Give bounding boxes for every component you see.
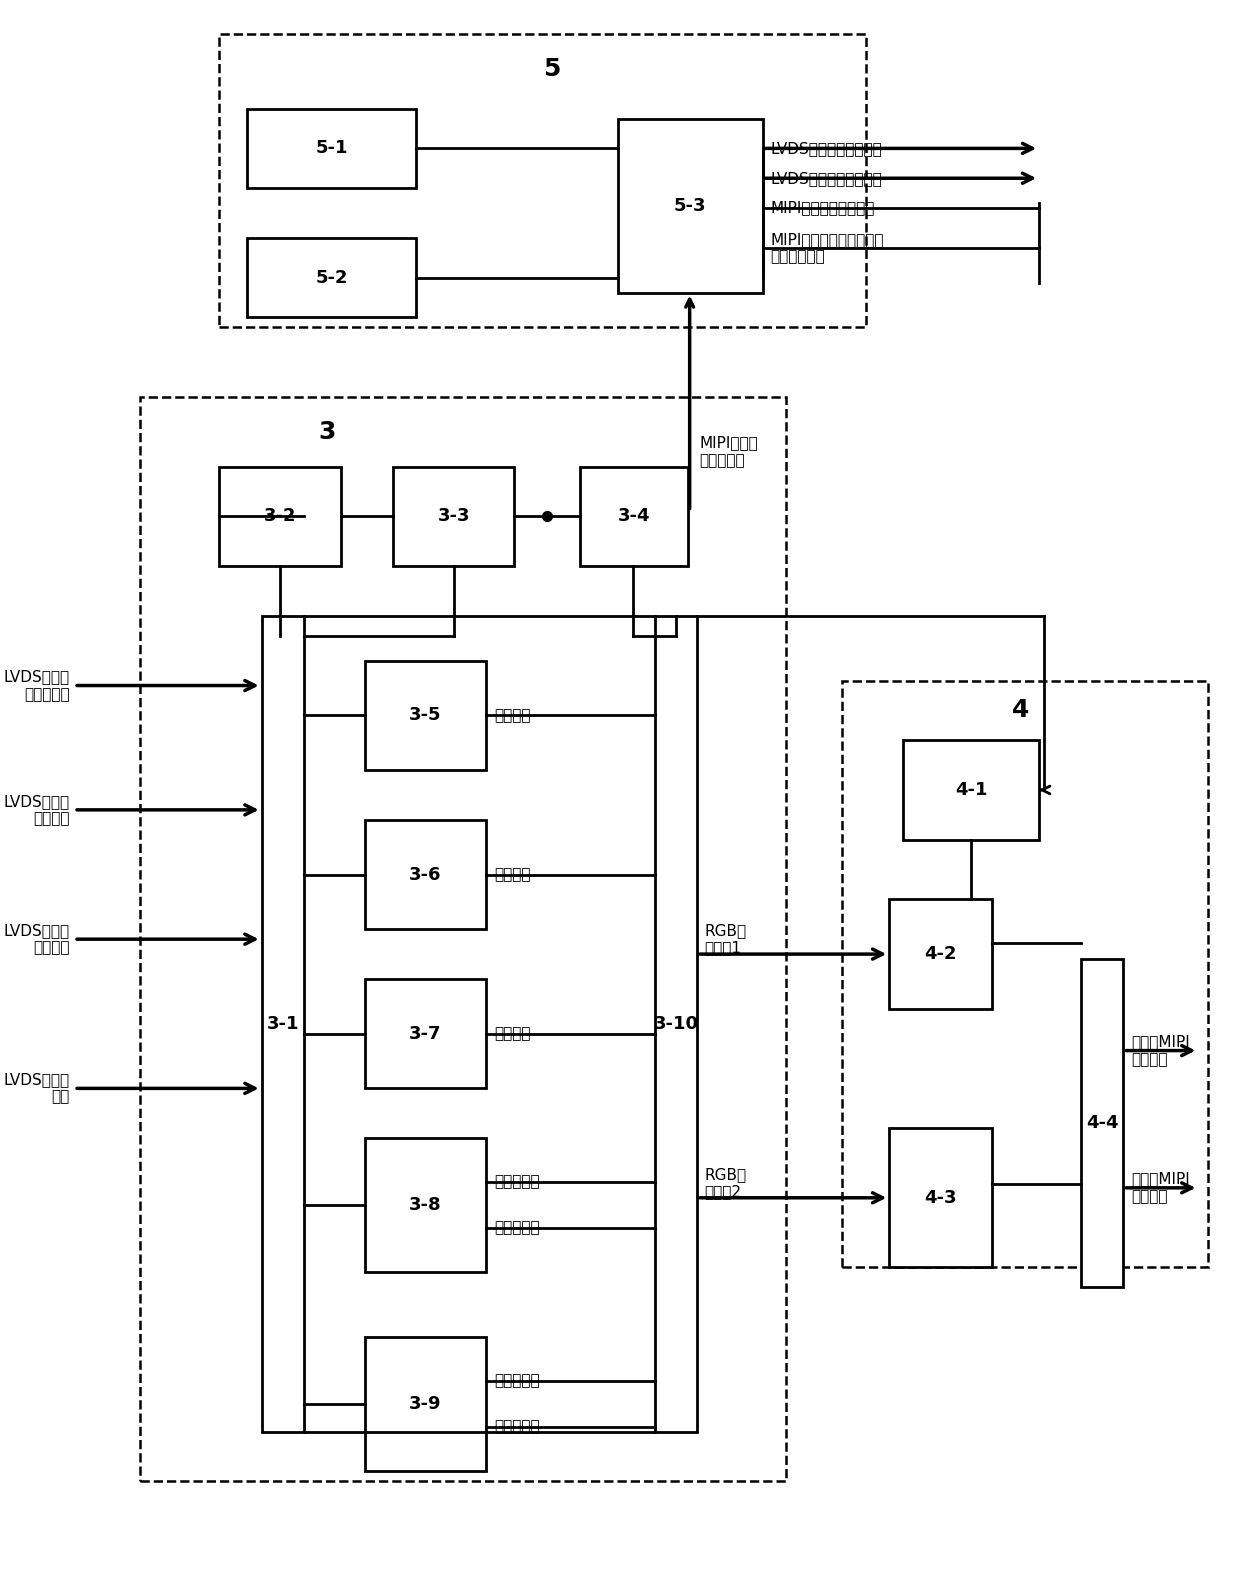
Text: 偶分屏信号: 偶分屏信号 <box>494 1418 539 1434</box>
Text: LVDS视频解码控制信号: LVDS视频解码控制信号 <box>770 141 882 155</box>
Text: 4-3: 4-3 <box>925 1189 957 1207</box>
Text: 左分屏信号: 左分屏信号 <box>494 1174 539 1189</box>
Text: 4-2: 4-2 <box>925 945 957 963</box>
Bar <box>140 397 786 1481</box>
Bar <box>393 466 515 566</box>
Text: 3-4: 3-4 <box>618 507 650 526</box>
Bar <box>618 119 763 293</box>
Text: 4-4: 4-4 <box>1086 1114 1118 1133</box>
Text: 3-8: 3-8 <box>409 1196 441 1214</box>
Bar <box>365 1337 486 1472</box>
Text: 整屏信号: 整屏信号 <box>494 1026 531 1042</box>
Text: 3-1: 3-1 <box>267 1015 299 1032</box>
Text: 4-1: 4-1 <box>955 781 987 799</box>
Bar <box>365 1138 486 1272</box>
Bar <box>1081 959 1123 1287</box>
Bar <box>842 681 1208 1268</box>
Text: 右通道MIPI
视频信号: 右通道MIPI 视频信号 <box>1131 1172 1189 1203</box>
Text: RGB视
频信号2: RGB视 频信号2 <box>704 1167 746 1199</box>
Text: LVDS视频源
同步信号: LVDS视频源 同步信号 <box>4 923 69 956</box>
Text: 3-7: 3-7 <box>409 1025 441 1043</box>
Text: 3-2: 3-2 <box>264 507 296 526</box>
Bar <box>655 617 697 1431</box>
Bar <box>219 466 341 566</box>
Text: 5-1: 5-1 <box>315 140 348 157</box>
Bar <box>248 238 417 317</box>
Text: 整屏信号: 整屏信号 <box>494 868 531 882</box>
Text: 3-9: 3-9 <box>409 1395 441 1414</box>
Bar <box>365 979 486 1089</box>
Text: MIPI转换初始化命令、模
组初始化命令: MIPI转换初始化命令、模 组初始化命令 <box>770 232 884 264</box>
Text: 奇分屏信号: 奇分屏信号 <box>494 1373 539 1389</box>
Text: LVDS视频转换控制信号: LVDS视频转换控制信号 <box>770 171 882 185</box>
Bar <box>580 466 688 566</box>
Text: 3-3: 3-3 <box>438 507 470 526</box>
Text: 3-5: 3-5 <box>409 706 441 725</box>
Bar <box>262 617 304 1431</box>
Text: LVDS视频源
数据: LVDS视频源 数据 <box>4 1072 69 1105</box>
Text: LVDS视频转
换控制信号: LVDS视频转 换控制信号 <box>4 670 69 701</box>
Bar <box>889 899 992 1009</box>
Text: LVDS视频源
像素时钟: LVDS视频源 像素时钟 <box>4 794 69 825</box>
Bar <box>903 741 1039 839</box>
Bar <box>248 108 417 188</box>
Text: 5-2: 5-2 <box>315 268 348 287</box>
Bar <box>889 1128 992 1268</box>
Text: 左通道MIPI
视频信号: 左通道MIPI 视频信号 <box>1131 1034 1189 1067</box>
Text: MIPI视频转
换启动信号: MIPI视频转 换启动信号 <box>699 436 758 468</box>
Text: 整屏信号: 整屏信号 <box>494 708 531 723</box>
Text: 3: 3 <box>319 420 336 444</box>
Text: 5: 5 <box>543 56 560 82</box>
Text: 3-6: 3-6 <box>409 866 441 883</box>
Text: 5-3: 5-3 <box>673 196 707 215</box>
Text: 右分屏信号: 右分屏信号 <box>494 1221 539 1235</box>
Text: 4: 4 <box>1012 698 1029 722</box>
Text: MIPI视频转换启动命令: MIPI视频转换启动命令 <box>770 201 874 215</box>
Text: RGB视
频信号1: RGB视 频信号1 <box>704 923 746 956</box>
Text: 3-10: 3-10 <box>653 1015 698 1032</box>
Bar <box>365 821 486 929</box>
Bar <box>365 661 486 770</box>
Bar <box>219 35 866 328</box>
